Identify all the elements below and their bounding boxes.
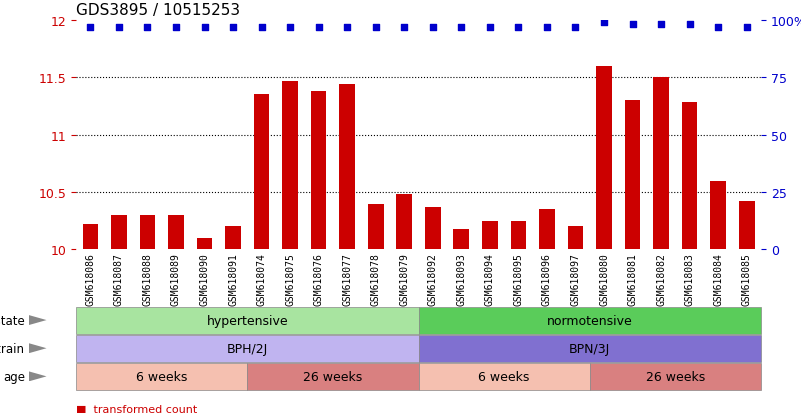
Bar: [168, 216, 183, 250]
Bar: [83, 225, 99, 250]
Text: age: age: [3, 370, 25, 383]
Point: [256, 24, 268, 31]
Point: [426, 24, 439, 31]
Text: 6 weeks: 6 weeks: [136, 370, 187, 383]
Text: hypertensive: hypertensive: [207, 314, 288, 327]
Bar: [254, 95, 269, 250]
Bar: [682, 103, 698, 250]
Text: BPN/3J: BPN/3J: [570, 342, 610, 355]
Text: GSM618075: GSM618075: [285, 253, 295, 305]
Text: GSM618085: GSM618085: [742, 253, 751, 305]
Text: 26 weeks: 26 weeks: [646, 370, 705, 383]
Polygon shape: [29, 344, 46, 354]
Text: GSM618074: GSM618074: [256, 253, 267, 305]
Text: GSM618086: GSM618086: [86, 253, 95, 305]
Point: [512, 24, 525, 31]
Bar: [76, 335, 418, 362]
Text: GSM618095: GSM618095: [513, 253, 523, 305]
Point: [569, 24, 582, 31]
Text: GSM618090: GSM618090: [199, 253, 210, 305]
Bar: [739, 202, 755, 250]
Point: [284, 24, 296, 31]
Bar: [282, 81, 298, 250]
Text: disease state: disease state: [0, 314, 25, 327]
Bar: [225, 227, 241, 250]
Point: [654, 22, 667, 28]
Point: [84, 24, 97, 31]
Point: [198, 24, 211, 31]
Bar: [425, 207, 441, 250]
Point: [141, 24, 154, 31]
Point: [740, 24, 753, 31]
Bar: [625, 101, 640, 250]
Text: GSM618083: GSM618083: [685, 253, 694, 305]
Bar: [418, 363, 590, 390]
Bar: [76, 363, 248, 390]
Text: GSM618097: GSM618097: [570, 253, 581, 305]
Text: GSM618094: GSM618094: [485, 253, 495, 305]
Point: [712, 24, 725, 31]
Text: 6 weeks: 6 weeks: [478, 370, 529, 383]
Bar: [710, 181, 726, 250]
Point: [227, 24, 239, 31]
Bar: [340, 85, 355, 250]
Text: GSM618096: GSM618096: [542, 253, 552, 305]
Point: [112, 24, 125, 31]
Point: [312, 24, 325, 31]
Text: GSM618082: GSM618082: [656, 253, 666, 305]
Text: GSM618088: GSM618088: [143, 253, 152, 305]
Text: GSM618093: GSM618093: [457, 253, 466, 305]
Bar: [111, 216, 127, 250]
Bar: [453, 229, 469, 250]
Text: GDS3895 / 10515253: GDS3895 / 10515253: [76, 3, 240, 18]
Text: ■  percentile rank within the sample: ■ percentile rank within the sample: [76, 412, 281, 413]
Bar: [596, 66, 612, 250]
Text: 26 weeks: 26 weeks: [304, 370, 363, 383]
Text: normotensive: normotensive: [547, 314, 633, 327]
Point: [369, 24, 382, 31]
Bar: [539, 210, 555, 250]
Bar: [510, 221, 526, 250]
Polygon shape: [29, 372, 46, 382]
Point: [626, 22, 639, 28]
Bar: [418, 307, 761, 334]
Bar: [311, 92, 327, 250]
Text: GSM618092: GSM618092: [428, 253, 438, 305]
Bar: [482, 221, 497, 250]
Text: strain: strain: [0, 342, 25, 355]
Point: [484, 24, 497, 31]
Text: GSM618077: GSM618077: [342, 253, 352, 305]
Text: GSM618079: GSM618079: [399, 253, 409, 305]
Text: GSM618091: GSM618091: [228, 253, 238, 305]
Bar: [590, 363, 761, 390]
Text: GSM618089: GSM618089: [171, 253, 181, 305]
Text: GSM618084: GSM618084: [713, 253, 723, 305]
Text: GSM618081: GSM618081: [627, 253, 638, 305]
Point: [541, 24, 553, 31]
Point: [683, 22, 696, 28]
Polygon shape: [29, 316, 46, 325]
Text: GSM618078: GSM618078: [371, 253, 380, 305]
Point: [598, 20, 610, 26]
Text: GSM618080: GSM618080: [599, 253, 609, 305]
Bar: [248, 363, 418, 390]
Bar: [76, 307, 418, 334]
Point: [340, 24, 353, 31]
Text: GSM618087: GSM618087: [114, 253, 124, 305]
Bar: [418, 335, 761, 362]
Point: [398, 24, 411, 31]
Text: BPH/2J: BPH/2J: [227, 342, 268, 355]
Text: ■  transformed count: ■ transformed count: [76, 404, 197, 413]
Bar: [654, 78, 669, 250]
Point: [455, 24, 468, 31]
Bar: [568, 227, 583, 250]
Point: [170, 24, 183, 31]
Bar: [368, 204, 384, 250]
Bar: [396, 195, 412, 250]
Bar: [197, 238, 212, 250]
Text: GSM618076: GSM618076: [314, 253, 324, 305]
Bar: [139, 216, 155, 250]
